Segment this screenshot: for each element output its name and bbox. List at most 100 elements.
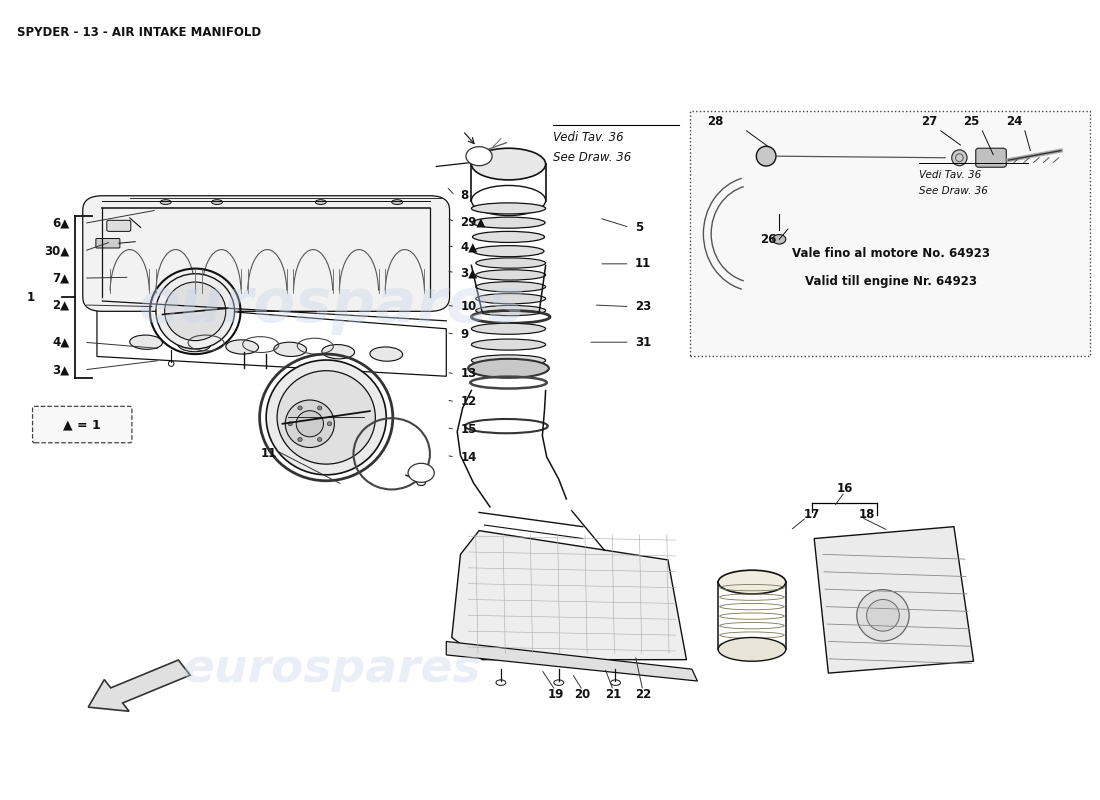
Text: 31: 31 — [635, 336, 651, 349]
Text: 4▲: 4▲ — [461, 241, 477, 254]
Text: 15: 15 — [461, 422, 477, 436]
Ellipse shape — [757, 146, 776, 166]
Ellipse shape — [288, 422, 293, 426]
Text: 12: 12 — [461, 395, 476, 408]
Ellipse shape — [316, 200, 327, 205]
Ellipse shape — [857, 590, 910, 641]
Text: 13: 13 — [461, 367, 476, 380]
Ellipse shape — [472, 323, 546, 334]
Ellipse shape — [165, 282, 226, 341]
Text: 3▲: 3▲ — [461, 266, 477, 279]
Text: 11: 11 — [261, 447, 276, 460]
Text: See Draw. 36: See Draw. 36 — [918, 186, 988, 196]
Ellipse shape — [718, 638, 785, 662]
Ellipse shape — [476, 306, 546, 316]
Ellipse shape — [296, 410, 323, 437]
Ellipse shape — [298, 406, 302, 410]
Text: 8: 8 — [461, 190, 469, 202]
FancyBboxPatch shape — [107, 220, 131, 231]
Text: 4▲: 4▲ — [53, 336, 69, 349]
Ellipse shape — [392, 200, 403, 205]
Text: A: A — [475, 152, 483, 161]
Text: SPYDER - 13 - AIR INTAKE MANIFOLD: SPYDER - 13 - AIR INTAKE MANIFOLD — [18, 26, 262, 39]
Ellipse shape — [867, 599, 900, 631]
Ellipse shape — [130, 335, 163, 350]
Ellipse shape — [476, 294, 546, 304]
Text: 19: 19 — [548, 688, 563, 701]
Text: eurospares: eurospares — [183, 646, 481, 692]
FancyBboxPatch shape — [33, 406, 132, 442]
Ellipse shape — [226, 340, 258, 354]
Ellipse shape — [328, 422, 332, 426]
Circle shape — [408, 463, 435, 482]
Ellipse shape — [473, 246, 544, 257]
Text: 14: 14 — [461, 450, 477, 463]
Text: 7▲: 7▲ — [53, 271, 69, 285]
Text: A: A — [418, 468, 425, 478]
Text: Vedi Tav. 36: Vedi Tav. 36 — [553, 131, 624, 144]
Ellipse shape — [476, 270, 546, 280]
Ellipse shape — [469, 359, 549, 378]
FancyBboxPatch shape — [82, 196, 450, 311]
Text: 21: 21 — [605, 688, 621, 701]
Text: 27: 27 — [921, 115, 937, 128]
Text: 11: 11 — [635, 258, 651, 270]
Ellipse shape — [161, 200, 172, 205]
Ellipse shape — [322, 345, 354, 359]
Text: 2▲: 2▲ — [53, 298, 69, 311]
Ellipse shape — [318, 438, 322, 442]
Text: Valid till engine Nr. 64923: Valid till engine Nr. 64923 — [804, 274, 977, 288]
Text: 25: 25 — [964, 115, 980, 128]
Ellipse shape — [318, 406, 322, 410]
Ellipse shape — [156, 274, 234, 349]
Ellipse shape — [274, 342, 307, 357]
Text: 16: 16 — [837, 482, 852, 495]
Ellipse shape — [211, 200, 222, 205]
Text: 1: 1 — [26, 290, 35, 303]
Text: 24: 24 — [1005, 115, 1022, 128]
Ellipse shape — [472, 148, 546, 180]
FancyBboxPatch shape — [96, 238, 120, 248]
Text: 10: 10 — [461, 300, 476, 313]
Text: 30▲: 30▲ — [44, 245, 69, 258]
Ellipse shape — [266, 360, 386, 475]
Ellipse shape — [277, 370, 375, 464]
Text: 22: 22 — [635, 688, 651, 701]
Text: eurospares: eurospares — [139, 275, 525, 334]
Ellipse shape — [178, 338, 210, 352]
FancyBboxPatch shape — [976, 148, 1007, 167]
Ellipse shape — [718, 570, 785, 594]
Text: 28: 28 — [706, 115, 723, 128]
Ellipse shape — [298, 438, 302, 442]
Text: 20: 20 — [574, 688, 591, 701]
Ellipse shape — [472, 339, 546, 350]
Bar — [690, 111, 1090, 357]
Text: 17: 17 — [804, 508, 821, 522]
Ellipse shape — [473, 231, 544, 242]
Ellipse shape — [772, 234, 785, 244]
Ellipse shape — [370, 347, 403, 362]
Polygon shape — [452, 530, 686, 660]
Ellipse shape — [476, 258, 546, 268]
Ellipse shape — [952, 150, 967, 166]
Text: 18: 18 — [858, 508, 874, 522]
Circle shape — [466, 146, 492, 166]
Polygon shape — [814, 526, 974, 673]
Polygon shape — [447, 642, 697, 681]
Text: 26: 26 — [760, 233, 777, 246]
Text: 29▲: 29▲ — [461, 215, 486, 228]
Text: Vale fino al motore No. 64923: Vale fino al motore No. 64923 — [792, 247, 990, 260]
FancyArrow shape — [88, 660, 190, 711]
Text: 9: 9 — [461, 328, 469, 341]
Text: 23: 23 — [635, 300, 651, 313]
Ellipse shape — [472, 203, 546, 214]
Text: 5: 5 — [635, 221, 643, 234]
Ellipse shape — [476, 282, 546, 292]
Text: ▲ = 1: ▲ = 1 — [64, 418, 101, 431]
Ellipse shape — [472, 217, 546, 228]
Ellipse shape — [472, 355, 546, 366]
Text: 6▲: 6▲ — [53, 217, 69, 230]
Ellipse shape — [285, 400, 334, 447]
Text: Vedi Tav. 36: Vedi Tav. 36 — [918, 170, 981, 180]
Text: See Draw. 36: See Draw. 36 — [553, 151, 631, 164]
